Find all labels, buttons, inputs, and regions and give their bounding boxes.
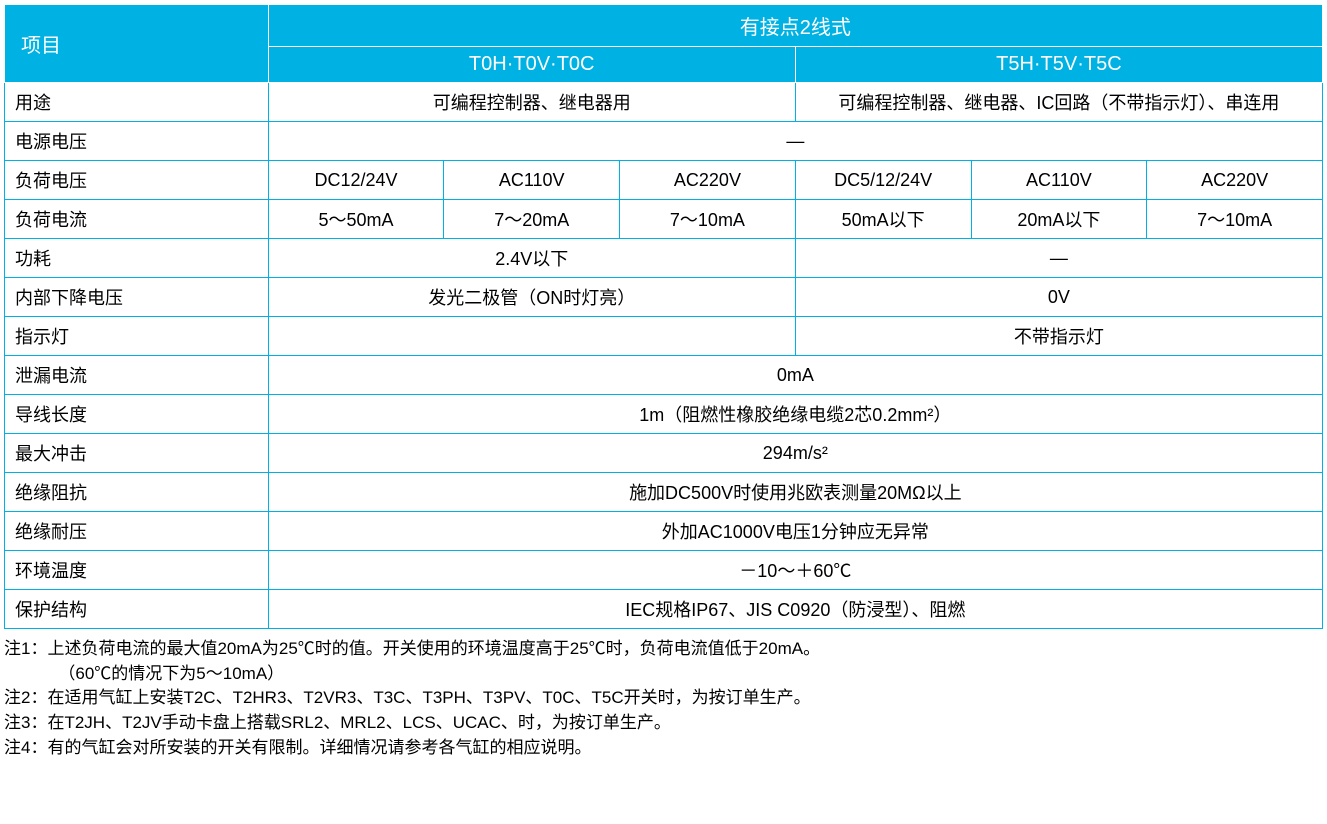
row-label: 环境温度 — [5, 551, 269, 590]
note-4: 注4：有的气缸会对所安装的开关有限制。详细情况请参考各气缸的相应说明。 — [4, 736, 1323, 761]
row-label: 绝缘阻抗 — [5, 473, 269, 512]
spec-table: 项目 有接点2线式 T0H·T0V·T0C T5H·T5V·T5C 用途 可编程… — [4, 4, 1323, 629]
row-label: 保护结构 — [5, 590, 269, 629]
cell: 施加DC500V时使用兆欧表测量20MΩ以上 — [268, 473, 1322, 512]
row-label: 内部下降电压 — [5, 278, 269, 317]
cell: DC5/12/24V — [795, 161, 971, 200]
header-group: 有接点2线式 — [268, 5, 1322, 47]
cell: 不带指示灯 — [795, 317, 1322, 356]
table-row: 用途 可编程控制器、继电器用 可编程控制器、继电器、IC回路（不带指示灯）、串连… — [5, 83, 1323, 122]
cell: 2.4V以下 — [268, 239, 795, 278]
cell: 20mA以下 — [971, 200, 1147, 239]
row-label: 用途 — [5, 83, 269, 122]
cell: — — [795, 239, 1322, 278]
table-row: 负荷电压 DC12/24V AC110V AC220V DC5/12/24V A… — [5, 161, 1323, 200]
table-body: 用途 可编程控制器、继电器用 可编程控制器、继电器、IC回路（不带指示灯）、串连… — [5, 83, 1323, 629]
cell: 7～20mA — [444, 200, 620, 239]
cell: 0V — [795, 278, 1322, 317]
row-label: 泄漏电流 — [5, 356, 269, 395]
cell: IEC规格IP67、JIS C0920（防浸型）、阻燃 — [268, 590, 1322, 629]
note-2: 注2：在适用气缸上安装T2C、T2HR3、T2VR3、T3C、T3PH、T3PV… — [4, 686, 1323, 711]
table-row: 最大冲击 294m/s² — [5, 434, 1323, 473]
table-row: 负荷电流 5～50mA 7～20mA 7～10mA 50mA以下 20mA以下 … — [5, 200, 1323, 239]
cell: 50mA以下 — [795, 200, 971, 239]
row-label: 负荷电压 — [5, 161, 269, 200]
table-row: 导线长度 1m（阻燃性橡胶绝缘电缆2芯0.2mm²） — [5, 395, 1323, 434]
cell: AC220V — [620, 161, 796, 200]
note-1a: 注1：上述负荷电流的最大值20mA为25℃时的值。开关使用的环境温度高于25℃时… — [4, 637, 1323, 662]
cell: 可编程控制器、继电器、IC回路（不带指示灯）、串连用 — [795, 83, 1322, 122]
note-3: 注3：在T2JH、T2JV手动卡盘上搭载SRL2、MRL2、LCS、UCAC、时… — [4, 711, 1323, 736]
row-label: 功耗 — [5, 239, 269, 278]
cell — [268, 317, 795, 356]
table-row: 泄漏电流 0mA — [5, 356, 1323, 395]
cell: 发光二极管（ON时灯亮） — [268, 278, 795, 317]
cell: 1m（阻燃性橡胶绝缘电缆2芯0.2mm²） — [268, 395, 1322, 434]
cell: 7～10mA — [1147, 200, 1323, 239]
cell: AC110V — [971, 161, 1147, 200]
cell: 0mA — [268, 356, 1322, 395]
table-row: 绝缘耐压 外加AC1000V电压1分钟应无异常 — [5, 512, 1323, 551]
row-label: 导线长度 — [5, 395, 269, 434]
table-row: 环境温度 －10～＋60℃ — [5, 551, 1323, 590]
row-label: 指示灯 — [5, 317, 269, 356]
cell: 外加AC1000V电压1分钟应无异常 — [268, 512, 1322, 551]
cell: 可编程控制器、继电器用 — [268, 83, 795, 122]
cell: AC220V — [1147, 161, 1323, 200]
row-label: 最大冲击 — [5, 434, 269, 473]
row-label: 负荷电流 — [5, 200, 269, 239]
table-row: 内部下降电压 发光二极管（ON时灯亮） 0V — [5, 278, 1323, 317]
table-row: 保护结构 IEC规格IP67、JIS C0920（防浸型）、阻燃 — [5, 590, 1323, 629]
table-row: 绝缘阻抗 施加DC500V时使用兆欧表测量20MΩ以上 — [5, 473, 1323, 512]
cell: 5～50mA — [268, 200, 444, 239]
cell: 7～10mA — [620, 200, 796, 239]
cell: AC110V — [444, 161, 620, 200]
table-row: 功耗 2.4V以下 — — [5, 239, 1323, 278]
cell: 294m/s² — [268, 434, 1322, 473]
note-1b: （60℃的情况下为5～10mA） — [4, 662, 1323, 687]
row-label: 电源电压 — [5, 122, 269, 161]
header-item-label: 项目 — [5, 5, 269, 83]
notes-block: 注1：上述负荷电流的最大值20mA为25℃时的值。开关使用的环境温度高于25℃时… — [4, 637, 1323, 760]
table-header: 项目 有接点2线式 T0H·T0V·T0C T5H·T5V·T5C — [5, 5, 1323, 83]
header-sub-right: T5H·T5V·T5C — [795, 47, 1322, 83]
table-row: 电源电压 — — [5, 122, 1323, 161]
cell: DC12/24V — [268, 161, 444, 200]
table-row: 指示灯 不带指示灯 — [5, 317, 1323, 356]
row-label: 绝缘耐压 — [5, 512, 269, 551]
header-sub-left: T0H·T0V·T0C — [268, 47, 795, 83]
cell: — — [268, 122, 1322, 161]
cell: －10～＋60℃ — [268, 551, 1322, 590]
